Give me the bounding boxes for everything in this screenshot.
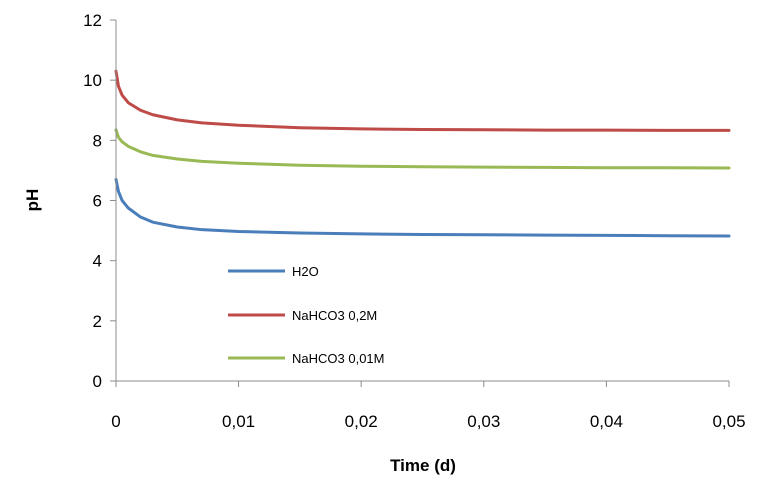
y-tick-label: 6: [93, 192, 102, 211]
legend-label: NaHCO3 0,01M: [292, 351, 384, 366]
legend: H2O NaHCO3 0,2M NaHCO3 0,01M: [228, 264, 384, 366]
x-tick-label: 0,03: [467, 412, 500, 431]
series-line-3: [114, 128, 731, 170]
legend-label: NaHCO3 0,2M: [292, 308, 377, 323]
y-ticks: 0 2 4 6 8 10 12: [83, 11, 116, 391]
x-tick-label: 0,01: [222, 412, 255, 431]
y-tick-label: 8: [93, 131, 102, 150]
series-line-1: [114, 177, 731, 238]
y-tick-label: 4: [93, 252, 102, 271]
x-tick-label: 0: [111, 412, 120, 431]
y-tick-label: 12: [83, 11, 102, 30]
legend-label: H2O: [292, 264, 319, 279]
x-tick-label: 0,02: [345, 412, 378, 431]
y-tick-label: 0: [93, 372, 102, 391]
x-tick-label: 0,05: [712, 412, 745, 431]
y-axis-title: pH: [23, 189, 42, 212]
y-tick-label: 2: [93, 312, 102, 331]
series-line-2: [114, 69, 731, 132]
plot-series: [114, 69, 731, 238]
x-ticks: 0 0,01 0,02 0,03 0,04 0,05: [111, 381, 746, 431]
y-tick-label: 10: [83, 71, 102, 90]
x-axis-title: Time (d): [390, 456, 456, 475]
x-tick-label: 0,04: [590, 412, 623, 431]
